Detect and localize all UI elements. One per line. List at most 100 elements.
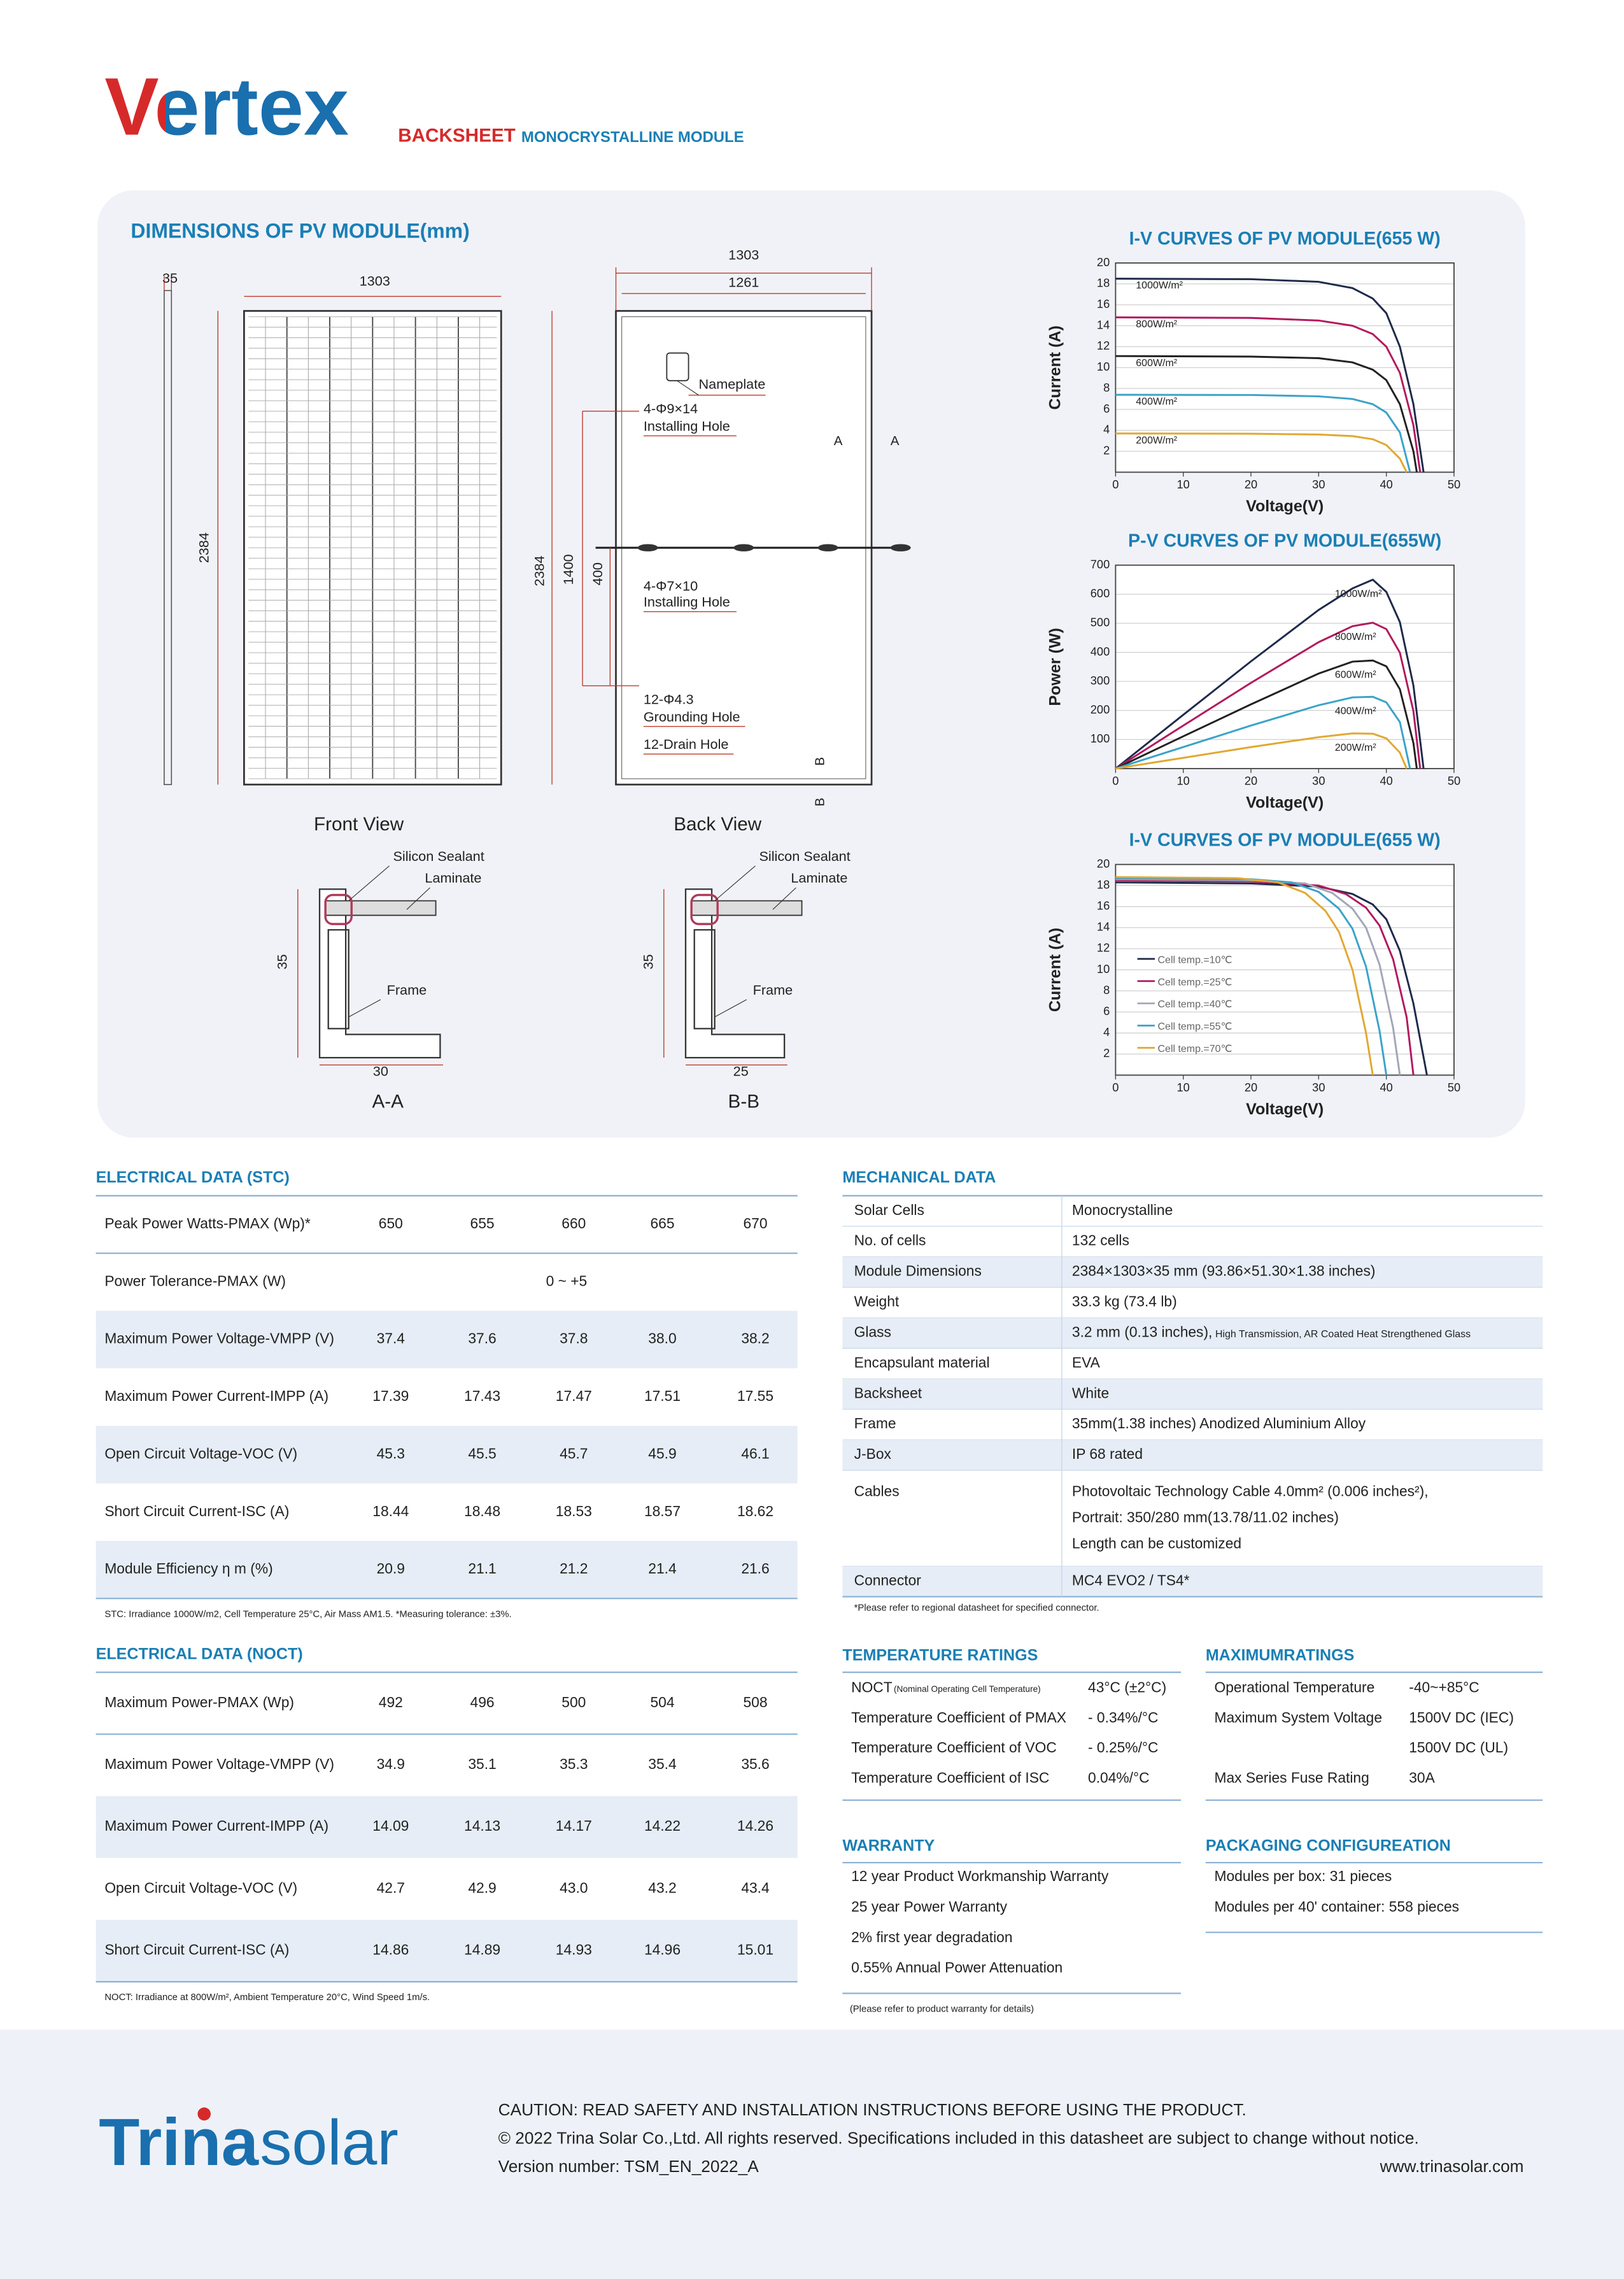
footer-logo: Trina [99, 2105, 259, 2180]
dim-label: 400 [590, 562, 605, 585]
y-tick-label: 6 [1103, 1004, 1110, 1018]
series-line [1115, 432, 1408, 473]
x-tick-label: 0 [1112, 478, 1119, 491]
view-caption: B-B [728, 1091, 759, 1112]
cell-value: 37.4 [377, 1330, 406, 1347]
row-label: Connector [854, 1572, 922, 1589]
row-label: Backsheet [854, 1384, 922, 1401]
rule [714, 999, 747, 1018]
x-tick-label: 0 [1112, 1081, 1119, 1094]
cell-value: 508 [743, 1694, 767, 1710]
cell-value: 14.96 [644, 1942, 681, 1958]
row-shade [842, 1256, 1543, 1288]
table-note: *Please refer to regional datasheet for … [854, 1603, 1099, 1614]
logo-dot [197, 2107, 211, 2121]
cell-value: 34.9 [377, 1756, 405, 1772]
x-axis-label: Voltage(V) [1246, 497, 1324, 515]
table-title: TEMPERATURE RATINGS [842, 1647, 1038, 1665]
cell-value: 670 [743, 1215, 767, 1232]
dim-label: 30 [373, 1063, 388, 1079]
y-tick-label: 16 [1097, 899, 1110, 912]
y-tick-label: 500 [1091, 616, 1110, 629]
callout: 12-Φ4.3 [644, 691, 694, 707]
footer-line: CAUTION: READ SAFETY AND INSTALLATION IN… [498, 2100, 1246, 2119]
series-label: 800W/m² [1335, 632, 1376, 643]
series-label: 200W/m² [1335, 742, 1376, 753]
cell-value: 20.9 [377, 1560, 405, 1577]
dim-label: 1303 [360, 273, 390, 288]
plot-frame [1115, 262, 1455, 473]
list-item: 12 year Product Workmanship Warranty [851, 1868, 1109, 1884]
laminate [691, 900, 803, 916]
connector [733, 544, 754, 551]
callout: Laminate [791, 870, 847, 886]
x-tick-label: 10 [1177, 478, 1190, 491]
cell-value: 37.8 [560, 1330, 588, 1347]
cell-value: 17.39 [372, 1388, 409, 1404]
y-tick-label: 20 [1097, 255, 1110, 269]
y-tick-label: 2 [1103, 444, 1110, 457]
y-tick-label: 700 [1091, 557, 1110, 571]
cell-value: 17.55 [737, 1388, 773, 1404]
row-shade [842, 1317, 1543, 1349]
row-label: Maximum Power Voltage-VMPP (V) [104, 1756, 334, 1772]
cell-value: 38.0 [648, 1330, 676, 1347]
module-side [164, 290, 173, 785]
y-tick-label: 12 [1097, 941, 1110, 955]
row-shade [95, 1919, 798, 1982]
row-label: Cables [854, 1482, 900, 1499]
table-title: ELECTRICAL DATA (NOCT) [96, 1645, 303, 1663]
row-note: (Nominal Operating Cell Temperature) [894, 1684, 1041, 1694]
legend-label: Cell temp.=55℃ [1158, 1021, 1232, 1032]
cell-value: 504 [650, 1694, 674, 1710]
nameplate [666, 352, 689, 381]
series-line [1115, 732, 1408, 770]
series-line [1115, 876, 1374, 1076]
series-line [1115, 394, 1411, 472]
cell-value: 18.44 [372, 1503, 409, 1519]
table-title: WARRANTY [842, 1837, 935, 1855]
row-label: Module Efficiency η m (%) [104, 1560, 272, 1577]
cell-value: 17.43 [464, 1388, 500, 1404]
cell-value: 3.2 mm (0.13 inches), [1072, 1323, 1212, 1340]
chart-title: P-V CURVES OF PV MODULE(655W) [1128, 531, 1441, 551]
sealant [690, 893, 719, 925]
row-label: J-Box [854, 1445, 892, 1462]
series-label: 1000W/m² [1136, 280, 1183, 291]
x-tick-label: 40 [1380, 1081, 1393, 1094]
cell-value: 43.0 [560, 1879, 588, 1896]
dim-label: 1303 [728, 246, 759, 262]
dim-label: 1261 [728, 274, 759, 290]
row-label: No. of cells [854, 1232, 926, 1249]
x-tick-label: 30 [1312, 774, 1325, 787]
x-tick-label: 20 [1245, 478, 1257, 491]
view-caption: Back View [674, 814, 761, 835]
plot-frame [1115, 564, 1455, 769]
cell-value: 42.9 [468, 1879, 496, 1896]
series-line [1115, 316, 1422, 472]
row-label: NOCT [851, 1679, 893, 1695]
frame-profile [684, 888, 786, 1059]
row-label: Open Circuit Voltage-VOC (V) [104, 1879, 297, 1896]
row-label: Glass [854, 1323, 891, 1340]
row-label: Peak Power Watts-PMAX (Wp)* [104, 1215, 311, 1232]
footer-line: Version number: TSM_EN_2022_A [498, 2157, 759, 2176]
cell-value: MC4 EVO2 / TS4* [1072, 1572, 1190, 1589]
series-line [1115, 578, 1425, 770]
list-item: Modules per box: 31 pieces [1215, 1868, 1392, 1884]
cell-value: 14.13 [464, 1817, 500, 1834]
cell-value: 38.2 [741, 1330, 769, 1347]
cell-value: 650 [379, 1215, 403, 1232]
y-tick-label: 600 [1091, 586, 1110, 600]
cell-value: 500 [561, 1694, 586, 1710]
row-label: Maximum Power-PMAX (Wp) [104, 1694, 294, 1710]
cell-value: - 0.34%/°C [1088, 1709, 1158, 1726]
row-label: Temperature Coefficient of PMAX [851, 1709, 1066, 1726]
table-note: STC: Irradiance 1000W/m2, Cell Temperatu… [104, 1609, 511, 1619]
cell-value: 665 [650, 1215, 674, 1232]
cell-value: 18.62 [737, 1503, 773, 1519]
y-tick-label: 100 [1091, 732, 1110, 745]
row-shade [95, 1796, 798, 1858]
